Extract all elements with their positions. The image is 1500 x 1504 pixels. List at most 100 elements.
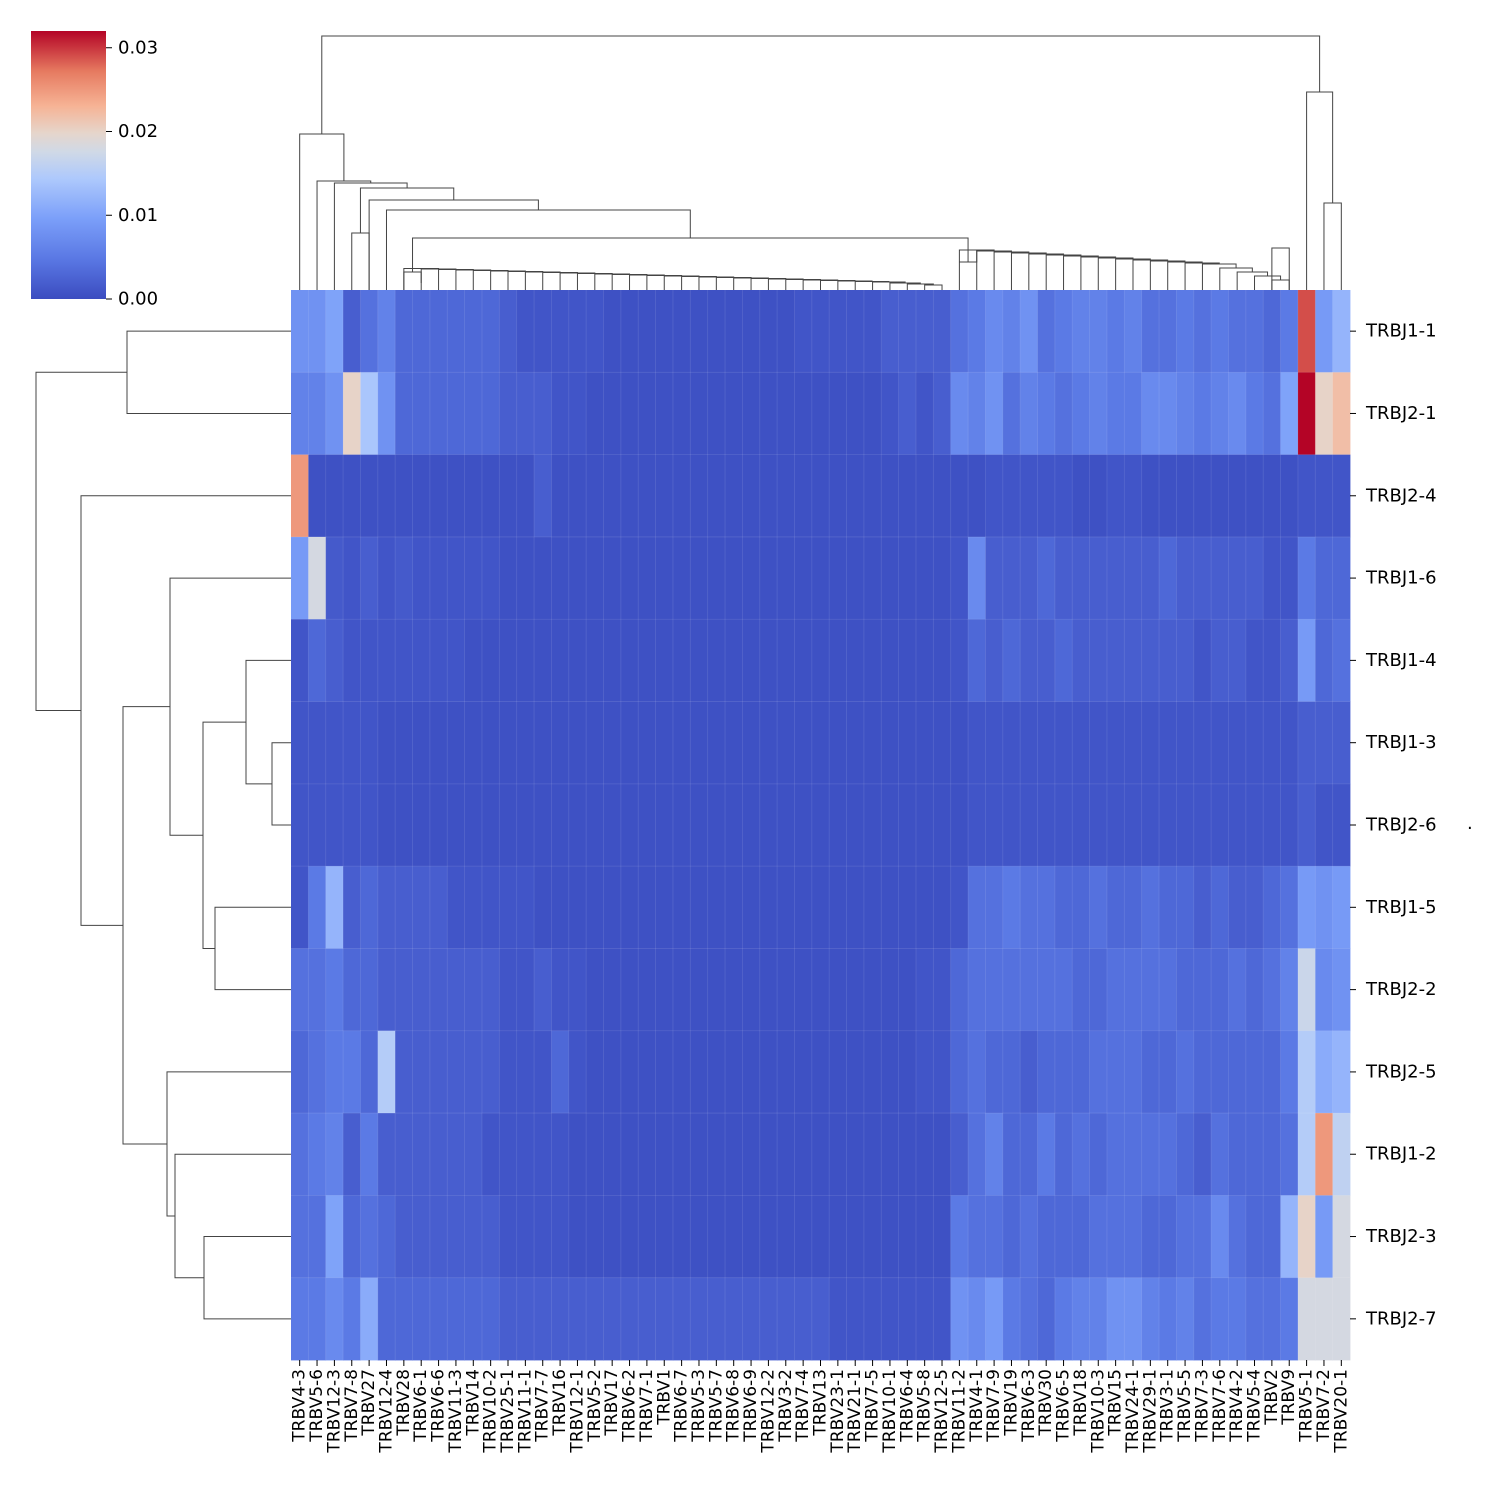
heatmap-cell-TRBJ1-2-TRBV1 [655, 1113, 674, 1196]
heatmap-cell-TRBJ2-2-TRBV10-1 [881, 948, 900, 1032]
column-dendrogram-link [924, 284, 943, 290]
heatmap-cell-TRBJ1-2-TRBV6-7 [672, 1113, 691, 1196]
heatmap-cell-TRBJ2-1-TRBV6-6 [429, 372, 448, 456]
heatmap-cell-TRBJ1-4-TRBV30 [1037, 619, 1056, 702]
heatmap-cell-TRBJ2-2-TRBV5-5 [1176, 948, 1195, 1032]
heatmap-cell-TRBJ1-4-TRBV7-9 [985, 619, 1004, 702]
heatmap-cell-TRBJ2-1-TRBV5-6 [308, 372, 327, 456]
heatmap-cell-TRBJ2-6-TRBV6-3 [1020, 783, 1038, 867]
heatmap-cell-TRBJ2-6-TRBV5-7 [707, 783, 726, 867]
heatmap-cell-TRBJ2-2-TRBV11-1 [516, 948, 535, 1032]
heatmap-cell-TRBJ1-2-TRBV25-1 [499, 1113, 518, 1196]
heatmap-cell-TRBJ1-4-TRBV25-1 [499, 619, 518, 702]
heatmap-cell-TRBJ1-6-TRBV11-1 [516, 536, 535, 620]
heatmap-cell-TRBJ2-3-TRBV12-4 [377, 1195, 396, 1279]
heatmap-cell-TRBJ1-5-TRBV7-4 [794, 866, 813, 949]
heatmap-cell-TRBJ2-7-TRBV10-2 [481, 1277, 500, 1361]
heatmap-cell-TRBJ2-5-TRBV10-1 [881, 1030, 900, 1114]
heatmap-cell-TRBJ2-3-TRBV16 [551, 1195, 570, 1279]
heatmap-cell-TRBJ2-2-TRBV12-3 [325, 948, 344, 1032]
heatmap-cell-TRBJ1-1-TRBV10-3 [1089, 290, 1108, 373]
heatmap-cell-TRBJ1-4-TRBV5-4 [1245, 619, 1264, 702]
heatmap-cell-TRBJ1-4-TRBV4-1 [968, 619, 986, 702]
heatmap-cell-TRBJ1-4-TRBV24-1 [1124, 619, 1143, 702]
heatmap-cell-TRBJ1-5-TRBV7-1 [638, 866, 656, 949]
heatmap-cell-TRBJ2-5-TRBV6-1 [412, 1030, 431, 1114]
heatmap-cell-TRBJ1-1-TRBV16 [551, 290, 570, 373]
column-label: TRBV12-2 [758, 1369, 778, 1454]
heatmap-cell-TRBJ1-3-TRBV21-1 [846, 701, 865, 785]
heatmap-cell-TRBJ2-3-TRBV27 [360, 1195, 379, 1279]
heatmap-cell-TRBJ2-5-TRBV6-2 [620, 1030, 639, 1114]
heatmap-cell-TRBJ1-4-TRBV6-1 [412, 619, 431, 702]
heatmap-cell-TRBJ1-1-TRBV10-2 [481, 290, 500, 373]
heatmap-cell-TRBJ2-2-TRBV12-5 [933, 948, 952, 1032]
heatmap-cell-TRBJ1-4-TRBV7-1 [638, 619, 656, 702]
heatmap-cell-TRBJ2-5-TRBV11-1 [516, 1030, 535, 1114]
heatmap-cell-TRBJ1-1-TRBV6-2 [620, 290, 639, 373]
heatmap-cell-TRBJ1-4-TRBV16 [551, 619, 570, 702]
column-label: TRBV19 [1001, 1369, 1021, 1437]
heatmap-cell-TRBJ2-2-TRBV1 [655, 948, 674, 1032]
heatmap-cell-TRBJ2-1-TRBV27 [360, 372, 379, 456]
heatmap-cell-TRBJ1-4-TRBV5-3 [690, 619, 709, 702]
heatmap-cell-TRBJ2-5-TRBV25-1 [499, 1030, 518, 1114]
heatmap-cell-TRBJ2-1-TRBV25-1 [499, 372, 518, 456]
heatmap-cell-TRBJ1-6-TRBV27 [360, 536, 379, 620]
heatmap-cell-TRBJ2-7-TRBV15 [1106, 1277, 1125, 1361]
heatmap-cell-TRBJ2-7-TRBV7-7 [534, 1277, 552, 1361]
heatmap-cell-TRBJ1-2-TRBV4-2 [1228, 1113, 1247, 1196]
row-label: TRBJ2-7 [1365, 1308, 1437, 1329]
heatmap-cell-TRBJ1-4-TRBV5-1 [1297, 619, 1316, 702]
heatmap-cell-TRBJ2-5-TRBV4-3 [291, 1030, 309, 1114]
heatmap-cell-TRBJ2-2-TRBV10-3 [1089, 948, 1108, 1032]
heatmap-cell-TRBJ2-6-TRBV1 [655, 783, 674, 867]
heatmap-cell-TRBJ1-6-TRBV15 [1106, 536, 1125, 620]
heatmap-cell-TRBJ2-5-TRBV5-2 [586, 1030, 604, 1114]
heatmap-cell-TRBJ2-6-TRBV6-9 [742, 783, 761, 867]
heatmap-cell-TRBJ2-5-TRBV10-3 [1089, 1030, 1108, 1114]
row-dendrogram-link [245, 659, 291, 785]
column-label: TRBV10-2 [481, 1369, 501, 1454]
column-dendrogram-link [1254, 275, 1282, 290]
heatmap-cell-TRBJ1-1-TRBV5-8 [915, 290, 934, 373]
column-label: TRBV10-1 [880, 1369, 900, 1454]
heatmap-cell-TRBJ2-1-TRBV7-2 [1315, 372, 1334, 456]
column-label: TRBV12-5 [932, 1369, 952, 1454]
heatmap-cell-TRBJ1-4-TRBV1 [655, 619, 674, 702]
heatmap-cell-TRBJ2-6-TRBV10-3 [1089, 783, 1108, 867]
heatmap-cell-TRBJ1-2-TRBV14 [464, 1113, 483, 1196]
heatmap-cell-TRBJ2-7-TRBV10-1 [881, 1277, 900, 1361]
column-label: TRBV6-5 [1054, 1369, 1074, 1443]
heatmap-cell-TRBJ1-3-TRBV5-1 [1297, 701, 1316, 785]
heatmap-cell-TRBJ1-5-TRBV5-4 [1245, 866, 1264, 949]
heatmap-cell-TRBJ2-2-TRBV7-2 [1315, 948, 1334, 1032]
heatmap-cell-TRBJ1-3-TRBV6-9 [742, 701, 761, 785]
heatmap-cell-TRBJ2-7-TRBV6-7 [672, 1277, 691, 1361]
heatmap-cell-TRBJ2-6-TRBV25-1 [499, 783, 518, 867]
heatmap-cell-TRBJ2-7-TRBV7-4 [794, 1277, 813, 1361]
heatmap-cell-TRBJ1-6-TRBV6-1 [412, 536, 431, 620]
heatmap-cell-TRBJ2-2-TRBV7-5 [863, 948, 882, 1032]
heatmap-cell-TRBJ2-6-TRBV21-1 [846, 783, 865, 867]
heatmap-cell-TRBJ1-1-TRBV14 [464, 290, 483, 373]
row-dendrogram-link [203, 1236, 291, 1320]
heatmap-cell-TRBJ2-4-TRBV17 [603, 454, 622, 538]
heatmap-cell-TRBJ2-7-TRBV21-1 [846, 1277, 865, 1361]
heatmap-cell-TRBJ2-1-TRBV7-3 [1193, 372, 1212, 456]
heatmap-cell-TRBJ1-1-TRBV4-2 [1228, 290, 1247, 373]
heatmap-cell-TRBJ1-3-TRBV7-7 [534, 701, 552, 785]
heatmap-cell-TRBJ2-3-TRBV11-2 [950, 1195, 969, 1279]
column-dendrogram-link [1271, 247, 1290, 290]
heatmap-cell-TRBJ2-2-TRBV5-6 [308, 948, 327, 1032]
column-label: TRBV17 [602, 1369, 622, 1437]
heatmap-cell-TRBJ1-4-TRBV5-8 [915, 619, 934, 702]
heatmap-cell-TRBJ1-2-TRBV12-4 [377, 1113, 396, 1196]
heatmap-cell-TRBJ1-6-TRBV7-5 [863, 536, 882, 620]
heatmap-cell-TRBJ1-5-TRBV25-1 [499, 866, 518, 949]
heatmap-cell-TRBJ1-6-TRBV10-2 [481, 536, 500, 620]
heatmap-cell-TRBJ2-3-TRBV15 [1106, 1195, 1125, 1279]
heatmap-cell-TRBJ2-7-TRBV6-4 [898, 1277, 917, 1361]
heatmap-cell-TRBJ2-4-TRBV7-7 [534, 454, 552, 538]
